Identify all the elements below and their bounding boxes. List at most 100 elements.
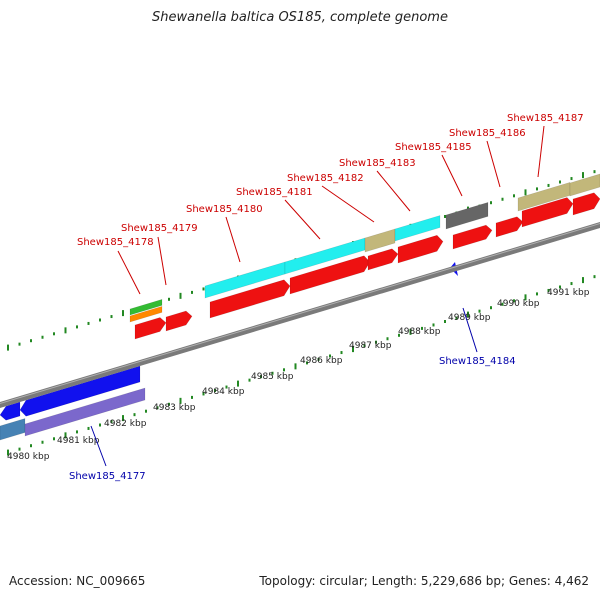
accession-text: Accession: NC_009665 [9, 574, 146, 588]
gene-arrow-prev [0, 401, 21, 421]
kbp-label: 4990 kbp [497, 299, 540, 309]
leader-line [462, 307, 478, 353]
minor-tick [559, 180, 561, 184]
kbp-label: 4981 kbp [57, 436, 100, 446]
kbp-scale-labels: 4980 kbp 4981 kbp 4982 kbp 4983 kbp 4984 kbp… [7, 288, 590, 462]
minor-tick [99, 318, 101, 322]
minor-tick [398, 333, 400, 337]
minor-tick [87, 321, 90, 325]
leader-line [376, 170, 411, 212]
minor-tick [306, 361, 308, 365]
minor-tick [168, 297, 170, 301]
leader-line [441, 154, 463, 197]
kbp-label: 4983 kbp [153, 403, 196, 413]
leader-line [117, 250, 141, 295]
feature-block-khaki-1 [364, 228, 396, 253]
minor-tick [455, 316, 458, 320]
gene-arrow-4177 [19, 365, 141, 417]
minor-tick [386, 337, 389, 341]
minor-tick [99, 423, 101, 427]
minor-tick [363, 344, 366, 348]
minor-tick [490, 201, 492, 205]
leader-line [486, 140, 501, 188]
minor-tick [340, 351, 343, 355]
minor-tick [547, 288, 550, 292]
minor-tick [570, 177, 573, 181]
minor-tick [271, 371, 274, 375]
minor-tick [110, 420, 113, 424]
leader-line [537, 125, 545, 178]
minor-tick [432, 323, 435, 327]
minor-tick [18, 342, 21, 346]
minor-tick [191, 290, 193, 294]
minor-tick [202, 287, 205, 291]
gene-arrow-4187 [521, 197, 574, 228]
kbp-label: 4984 kbp [202, 387, 245, 397]
kbp-label: 4982 kbp [104, 419, 147, 429]
minor-tick [329, 354, 331, 358]
major-tick [352, 346, 354, 353]
forward-gene-label: Shew185_4187 [507, 113, 584, 124]
minor-tick [30, 444, 32, 448]
forward-gene-label: Shew185_4183 [339, 158, 416, 169]
minor-tick [168, 402, 170, 406]
minor-tick [478, 309, 481, 313]
minor-tick [421, 326, 423, 330]
minor-tick [76, 430, 78, 434]
minor-tick [18, 447, 21, 451]
minor-tick [214, 389, 216, 392]
major-tick [179, 292, 182, 299]
minor-tick [375, 340, 377, 344]
gene-arrow-4178 [134, 317, 167, 340]
major-tick [582, 172, 584, 179]
minor-tick [41, 335, 44, 339]
minor-tick [53, 332, 55, 336]
minor-tick [593, 275, 596, 279]
kbp-label: 4987 kbp [349, 341, 392, 351]
leader-line [157, 236, 167, 286]
feature-block-green [129, 298, 163, 316]
minor-tick [536, 187, 538, 191]
kbp-label: 4980 kbp [7, 452, 50, 462]
lower-tick-track [7, 275, 596, 456]
backbone-band [0, 222, 600, 408]
minor-tick [53, 437, 55, 441]
minor-tick [501, 302, 504, 306]
minor-tick [110, 315, 113, 319]
gene-arrow-4183 [397, 234, 444, 264]
feature-block-purple [24, 387, 146, 437]
genome-summary-text: Topology: circular; Length: 5,229,686 bp… [259, 574, 589, 588]
major-tick [122, 415, 124, 422]
minor-tick [30, 339, 32, 343]
forward-gene-label: Shew185_4178 [77, 237, 154, 248]
kbp-label: 4986 kbp [300, 356, 343, 366]
minor-tick [248, 378, 251, 382]
minor-tick [225, 385, 228, 389]
feature-block-dark-gray [445, 201, 489, 230]
major-tick [467, 311, 469, 318]
minor-tick [317, 357, 320, 361]
major-tick [179, 397, 182, 404]
minor-tick [145, 409, 147, 413]
minor-tick [444, 320, 446, 323]
minor-tick [559, 285, 561, 289]
leader-line [90, 425, 107, 467]
feature-block-orange [129, 305, 163, 323]
minor-tick [444, 215, 446, 218]
major-tick [294, 363, 297, 370]
forward-gene-label: Shew185_4185 [395, 142, 472, 153]
leader-line [321, 185, 375, 223]
major-tick [524, 189, 527, 196]
minor-tick [283, 368, 285, 372]
kbp-label: 4985 kbp [251, 372, 294, 382]
major-tick [524, 294, 527, 301]
minor-tick [490, 306, 492, 310]
major-tick [237, 380, 239, 387]
gene-arrow-next [572, 192, 600, 216]
gene-arrow-4180 [209, 279, 291, 319]
reverse-gene-label: Shew185_4177 [69, 471, 146, 482]
major-tick [582, 277, 584, 284]
major-tick [7, 344, 9, 351]
kbp-label: 4991 kbp [547, 288, 590, 298]
